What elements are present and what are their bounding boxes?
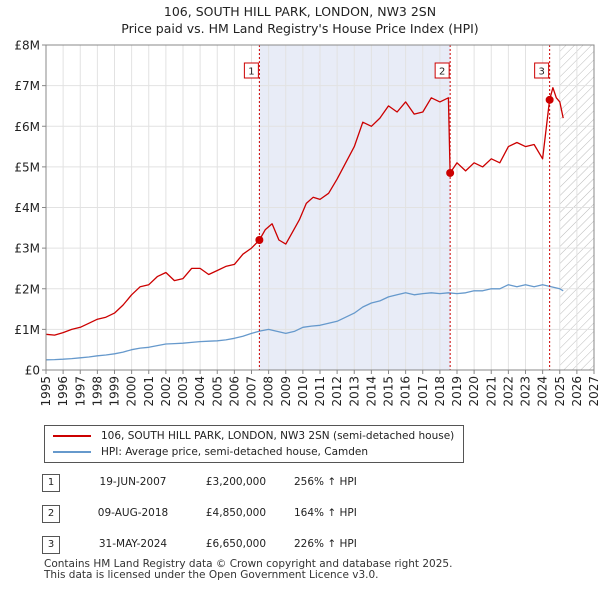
hpi-series-line <box>45 284 564 361</box>
x-tick-label: 1995 <box>39 376 53 407</box>
x-tick-label: 2011 <box>313 376 327 407</box>
x-tick-label: 2024 <box>536 376 550 407</box>
x-tick-label: 2019 <box>450 376 464 407</box>
footer-licence: This data is licensed under the Open Gov… <box>44 569 379 581</box>
footer-copyright: Contains HM Land Registry data © Crown c… <box>44 558 453 570</box>
x-tick-label: 2026 <box>570 376 584 407</box>
x-tick-label: 2009 <box>279 376 293 407</box>
x-tick-label: 2004 <box>193 376 207 407</box>
y-tick-label: £1M <box>14 323 40 337</box>
x-tick-label: 2000 <box>125 376 139 407</box>
marker-label: 3 <box>538 67 544 78</box>
x-tick-label: 1999 <box>108 376 122 407</box>
x-tick-label: 2017 <box>416 376 430 407</box>
transaction-date: 19-JUN-2007 <box>99 476 167 488</box>
chart-title: 106, SOUTH HILL PARK, LONDON, NW3 2SN <box>163 4 437 19</box>
chart-subtitle: Price paid vs. HM Land Registry's House … <box>121 21 479 36</box>
legend-item-property: 106, SOUTH HILL PARK, LONDON, NW3 2SN (s… <box>53 429 454 443</box>
y-tick-label: £4M <box>14 201 40 215</box>
x-tick-label: 2007 <box>245 376 259 407</box>
legend-label-property: 106, SOUTH HILL PARK, LONDON, NW3 2SN (s… <box>101 430 455 442</box>
y-tick-label: £5M <box>14 160 40 174</box>
x-tick-label: 1998 <box>90 376 104 407</box>
transaction-number: 2 <box>42 505 60 523</box>
transaction-hpi-change: 164% ↑ HPI <box>294 507 357 519</box>
x-tick-label: 2003 <box>176 376 190 407</box>
transaction-price: £6,650,000 <box>205 538 266 550</box>
table-row: 2 09-AUG-2018 £4,850,000 164% ↑ HPI <box>42 505 402 525</box>
marker-label: 2 <box>439 67 445 78</box>
marker-box <box>434 62 450 79</box>
table-row: 1 19-JUN-2007 £3,200,000 256% ↑ HPI <box>42 474 402 494</box>
transaction-price: £3,200,000 <box>205 476 266 488</box>
marker-label: 1 <box>248 67 254 78</box>
legend-item-hpi: HPI: Average price, semi-detached house,… <box>53 445 368 459</box>
marker-point <box>255 236 264 244</box>
x-tick-label: 2014 <box>364 376 378 407</box>
transaction-date: 31-MAY-2024 <box>98 538 168 550</box>
chart-title-block: 106, SOUTH HILL PARK, LONDON, NW3 2SN Pr… <box>0 3 600 37</box>
x-tick-label: 2020 <box>467 376 481 407</box>
transaction-hpi-change: 256% ↑ HPI <box>294 476 357 488</box>
x-tick-label: 2013 <box>347 376 361 407</box>
table-row: 3 31-MAY-2024 £6,650,000 226% ↑ HPI <box>42 536 402 556</box>
y-tick-label: £3M <box>14 242 40 256</box>
y-tick-label: £2M <box>14 282 40 296</box>
x-tick-label: 2022 <box>501 376 515 407</box>
x-tick-label: 2023 <box>519 376 533 407</box>
y-tick-label: £0 <box>25 364 40 378</box>
legend-swatch-property <box>53 435 91 437</box>
y-tick-label: £6M <box>14 120 40 134</box>
transaction-price: £4,850,000 <box>205 507 266 519</box>
marker-point <box>545 95 554 104</box>
x-tick-label: 2001 <box>142 376 156 407</box>
marker-box <box>243 62 259 79</box>
footer: Contains HM Land Registry data © Crown c… <box>44 559 452 581</box>
y-tick-label: £7M <box>14 79 40 93</box>
x-tick-label: 2021 <box>484 376 498 407</box>
x-tick-label: 2002 <box>159 376 173 407</box>
x-tick-label: 2027 <box>587 376 600 407</box>
legend-label-hpi: HPI: Average price, semi-detached house,… <box>101 446 369 458</box>
x-tick-label: 2015 <box>382 376 396 407</box>
property-series-line <box>45 87 564 336</box>
x-tick-label: 2005 <box>210 376 224 407</box>
x-tick-label: 2025 <box>553 376 567 407</box>
marker-box <box>534 62 550 79</box>
legend-swatch-hpi <box>53 451 91 453</box>
x-tick-label: 2010 <box>296 376 310 407</box>
legend: 106, SOUTH HILL PARK, LONDON, NW3 2SN (s… <box>44 425 464 463</box>
x-tick-label: 1997 <box>73 376 87 407</box>
x-tick-label: 1996 <box>56 376 70 407</box>
transaction-hpi-change: 226% ↑ HPI <box>294 538 357 550</box>
marker-point <box>446 168 455 177</box>
transaction-date: 09-AUG-2018 <box>97 507 169 519</box>
x-tick-label: 2006 <box>227 376 241 407</box>
x-tick-label: 2018 <box>433 376 447 407</box>
transaction-number: 3 <box>42 536 60 554</box>
x-tick-label: 2008 <box>262 376 276 407</box>
transaction-number: 1 <box>42 474 60 492</box>
y-tick-label: £8M <box>14 39 40 53</box>
x-tick-label: 2012 <box>330 376 344 407</box>
x-tick-label: 2016 <box>399 376 413 407</box>
